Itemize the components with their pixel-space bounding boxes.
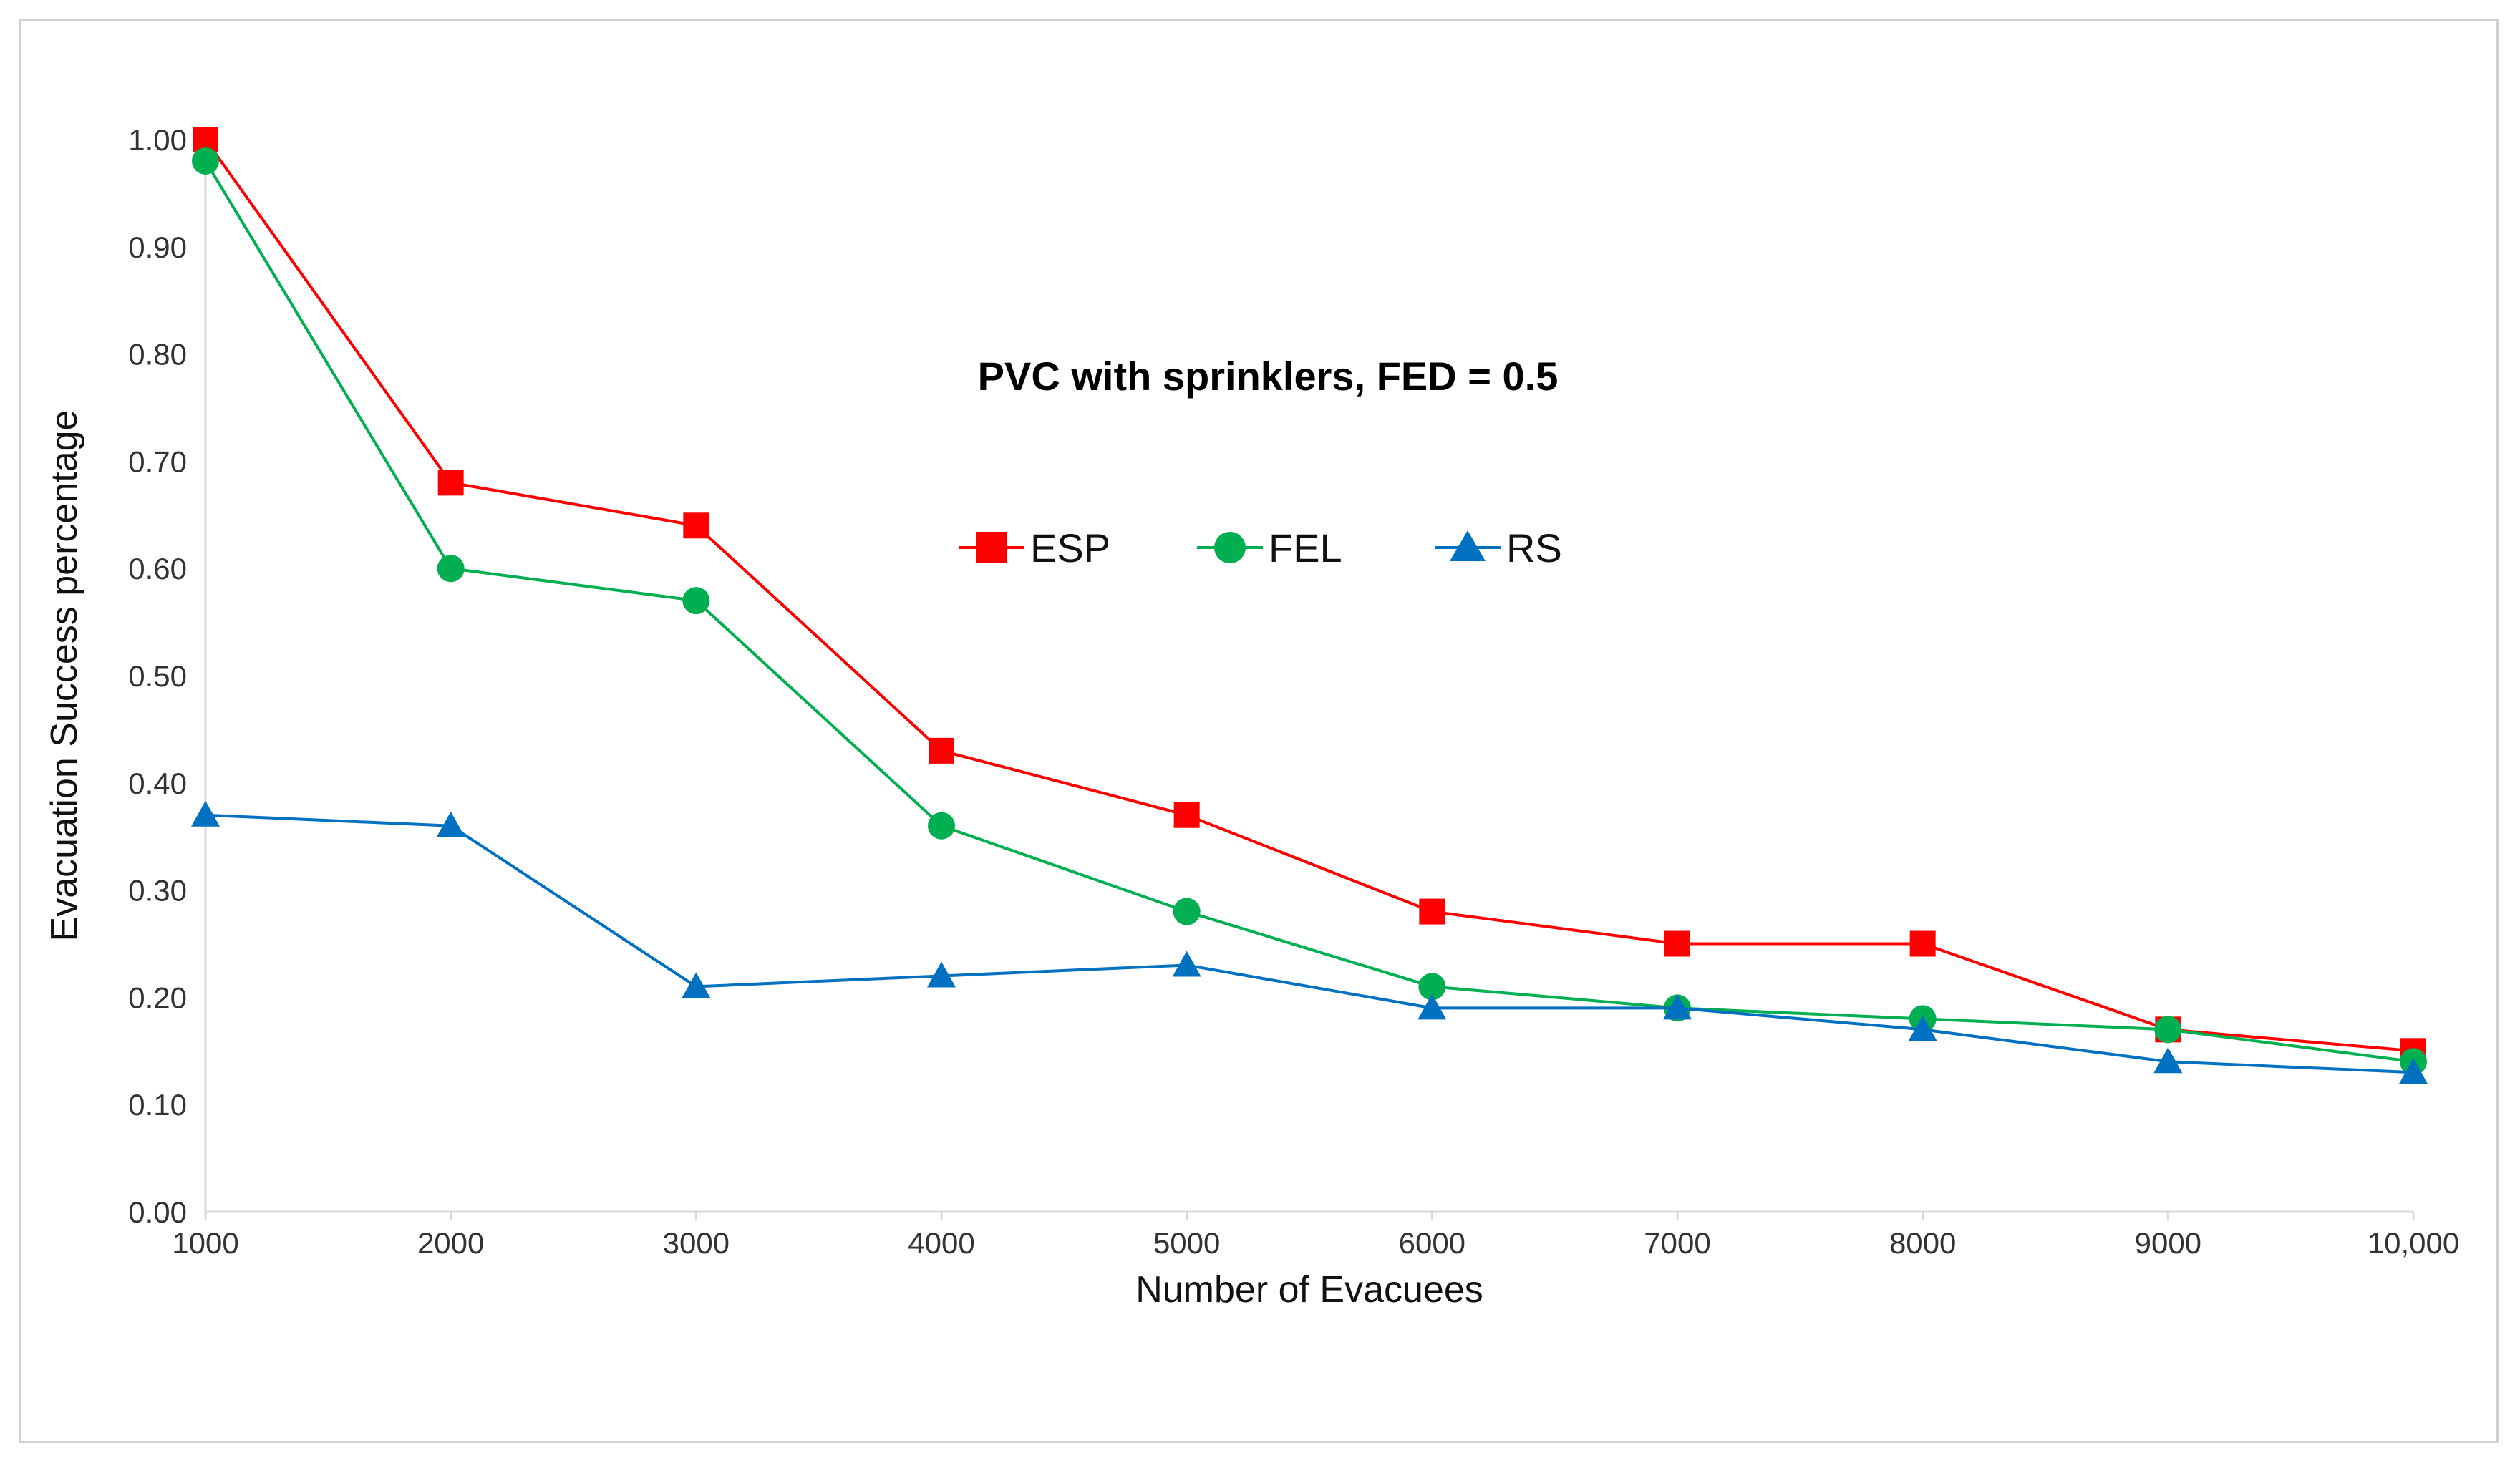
y-axis-title: Evacuation Success percentage xyxy=(44,410,85,942)
data-point-fel xyxy=(682,587,710,615)
y-tick-label: 0.40 xyxy=(128,767,187,800)
x-tick-label: 5000 xyxy=(1153,1226,1220,1260)
x-tick-label: 4000 xyxy=(908,1226,974,1260)
legend-marker-rs xyxy=(1450,530,1486,561)
y-tick-label: 0.80 xyxy=(128,338,187,371)
data-point-rs xyxy=(2153,1047,2183,1074)
data-point-rs xyxy=(191,800,220,827)
y-tick-label: 0.10 xyxy=(128,1088,187,1122)
x-tick-label: 2000 xyxy=(417,1226,484,1260)
x-tick-label: 3000 xyxy=(663,1226,730,1260)
y-tick-label: 0.00 xyxy=(128,1195,187,1229)
series-esp xyxy=(193,127,2426,1064)
x-tick-label: 10,000 xyxy=(2368,1226,2459,1260)
legend-marker-fel xyxy=(1214,532,1246,563)
data-point-esp xyxy=(437,470,464,496)
legend-marker-esp xyxy=(976,532,1007,563)
y-tick-label: 0.60 xyxy=(128,552,187,585)
series-rs xyxy=(191,800,2428,1084)
x-tick-label: 6000 xyxy=(1399,1226,1465,1260)
y-tick-label: 1.00 xyxy=(128,123,187,157)
data-point-rs xyxy=(436,811,465,837)
data-point-rs xyxy=(1418,993,1447,1020)
legend: ESP FEL RS xyxy=(959,525,1562,570)
y-tick-label: 0.70 xyxy=(128,444,187,478)
data-point-rs xyxy=(1172,951,1201,977)
series-fel xyxy=(192,147,2427,1076)
legend-label-fel: FEL xyxy=(1269,525,1342,570)
data-point-rs xyxy=(1908,1015,1937,1041)
data-point-esp xyxy=(929,737,954,764)
legend-label-esp: ESP xyxy=(1030,525,1110,570)
series-line-esp xyxy=(204,138,2414,1053)
series-line-rs xyxy=(205,813,2414,1074)
y-tick-labels: 0.00 0.10 0.20 0.30 0.40 0.50 0.60 0.70 0.80 0.90… xyxy=(128,123,187,1229)
x-tick-label: 8000 xyxy=(1889,1226,1956,1260)
legend-item-esp: ESP xyxy=(959,525,1110,570)
data-point-esp xyxy=(1173,802,1200,828)
data-point-fel xyxy=(1418,973,1446,1001)
x-tick-labels: 1000 2000 3000 4000 5000 6000 7000 8000 9000 10,0… xyxy=(172,1212,2459,1260)
data-point-fel xyxy=(192,147,219,175)
data-point-esp xyxy=(1664,930,1690,957)
x-tick-label: 1000 xyxy=(172,1226,238,1260)
y-tick-label: 0.50 xyxy=(128,659,187,693)
data-point-fel xyxy=(2154,1016,2182,1044)
data-point-fel xyxy=(928,812,955,840)
legend-item-rs: RS xyxy=(1435,525,1562,570)
data-point-rs xyxy=(682,972,711,998)
data-point-fel xyxy=(1173,898,1201,925)
data-point-fel xyxy=(437,555,465,583)
data-point-rs xyxy=(1663,993,1692,1020)
legend-item-fel: FEL xyxy=(1197,525,1342,570)
legend-label-rs: RS xyxy=(1506,525,1562,570)
data-point-esp xyxy=(1909,930,1936,957)
y-tick-label: 0.20 xyxy=(128,981,187,1014)
data-point-esp xyxy=(683,512,709,539)
data-point-rs xyxy=(2399,1058,2428,1084)
x-tick-label: 9000 xyxy=(2135,1226,2201,1260)
x-tick-label: 7000 xyxy=(1644,1226,1710,1260)
series-layer xyxy=(191,127,2428,1084)
y-tick-label: 0.30 xyxy=(128,874,187,908)
series-line-fel xyxy=(204,160,2414,1064)
x-axis-title: Number of Evacuees xyxy=(1135,1269,1483,1311)
data-point-rs xyxy=(927,961,956,988)
y-tick-label: 0.90 xyxy=(128,230,187,264)
data-point-esp xyxy=(1419,898,1445,925)
line-chart: 0.00 0.10 0.20 0.30 0.40 0.50 0.60 0.70 0.80 0.90… xyxy=(44,123,2459,1311)
axes xyxy=(204,140,2413,1213)
chart-frame: 0.00 0.10 0.20 0.30 0.40 0.50 0.60 0.70 0.80 0.90… xyxy=(19,19,2499,1443)
chart-title: PVC with sprinklers, FED = 0.5 xyxy=(978,354,1559,399)
